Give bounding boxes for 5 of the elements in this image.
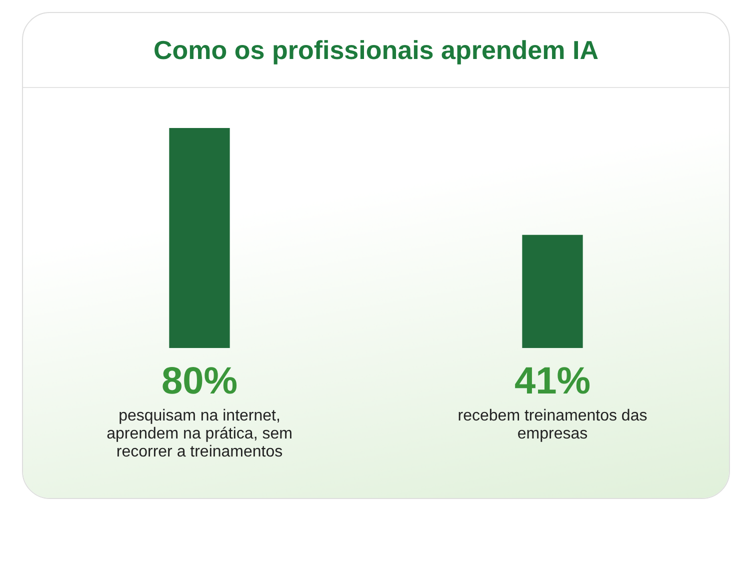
data-label: 41% <box>514 360 591 402</box>
x-tick-label: recebem treinamentos das empresas <box>458 407 648 442</box>
x-tick-label: pesquisam na internet, aprendem na prática, sem recorrer a treinamentos <box>106 407 292 460</box>
chart-title: Como os profissionais aprendem IA <box>154 34 598 66</box>
data-label: 80% <box>161 360 238 402</box>
